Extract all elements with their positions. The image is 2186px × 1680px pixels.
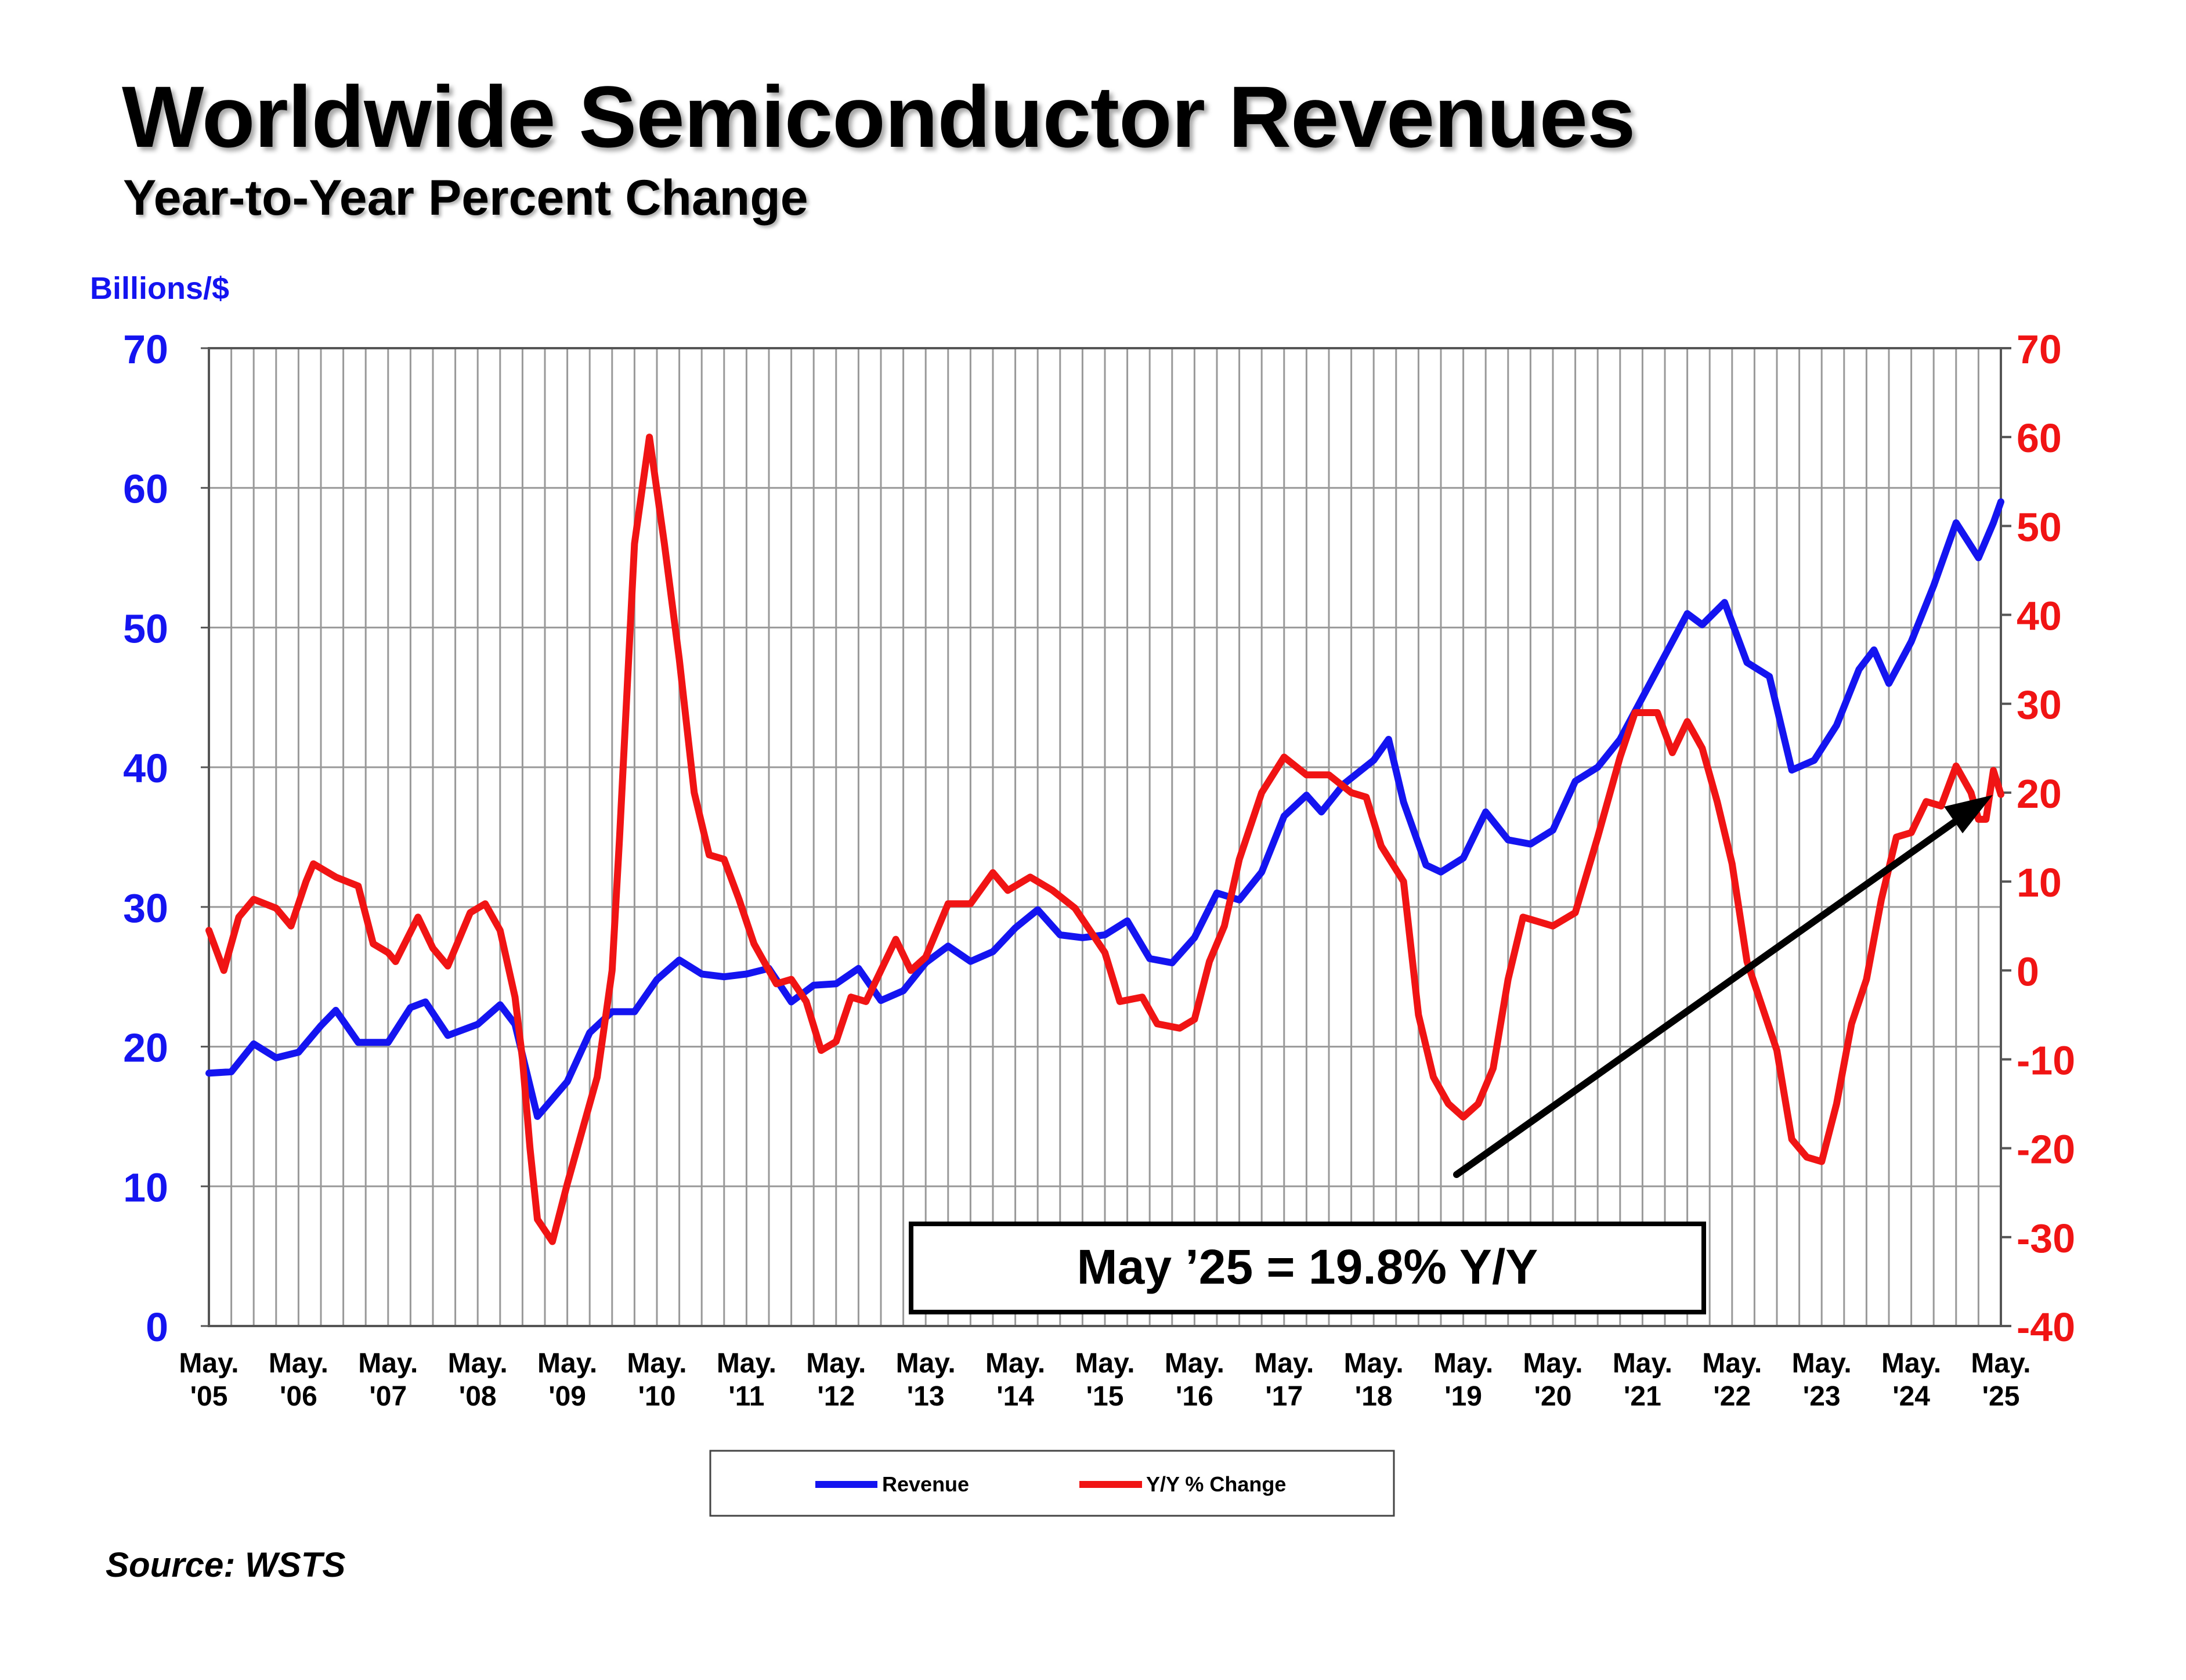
annotation-text: May ’25 = 19.8% Y/Y — [1077, 1240, 1538, 1294]
legend-label-revenue: Revenue — [882, 1472, 969, 1496]
right-tick-label: 30 — [2017, 682, 2062, 728]
x-tick-label-year: '18 — [1355, 1381, 1393, 1412]
legend-frame — [709, 1450, 1395, 1517]
x-tick-label: May. — [448, 1348, 508, 1379]
x-tick-label: May. — [1702, 1348, 1762, 1379]
series-line-revenue — [205, 498, 2004, 1120]
left-tick-label: 10 — [123, 1165, 168, 1210]
x-tick-label-year: '21 — [1624, 1381, 1661, 1412]
left-tick-label: 30 — [123, 886, 168, 931]
annotation-box: May ’25 = 19.8% Y/Y — [909, 1222, 1706, 1314]
x-tick-label-year: '06 — [280, 1381, 317, 1412]
x-tick-label-year: '17 — [1265, 1381, 1303, 1412]
x-tick-label-year: '23 — [1803, 1381, 1841, 1412]
x-tick-label: May. — [1165, 1348, 1224, 1379]
x-tick-label: May. — [806, 1348, 866, 1379]
x-tick-label: May. — [1433, 1348, 1493, 1379]
x-tick-label-year: '24 — [1892, 1381, 1930, 1412]
x-tick-label: May. — [1971, 1348, 2030, 1379]
x-tick-label-year: '11 — [728, 1381, 764, 1412]
page-title: Worldwide Semiconductor Revenues — [122, 68, 1635, 165]
x-tick-label: May. — [627, 1348, 686, 1379]
x-tick-label: May. — [1523, 1348, 1582, 1379]
right-tick-label: -30 — [2017, 1216, 2075, 1261]
x-tick-label: May. — [717, 1348, 776, 1379]
x-tick-label-year: '08 — [459, 1381, 497, 1412]
right-tick-label: 60 — [2017, 416, 2062, 461]
x-tick-label-year: '20 — [1534, 1381, 1572, 1412]
x-tick-label-year: '13 — [907, 1381, 945, 1412]
x-tick-label-year: '05 — [190, 1381, 228, 1412]
x-tick-label: May. — [1613, 1348, 1672, 1379]
left-tick-label: 50 — [123, 606, 168, 651]
plot-frame — [208, 347, 2002, 1327]
right-tick-label: 20 — [2017, 771, 2062, 816]
left-tick-label: 40 — [123, 746, 168, 791]
trend-arrow — [1453, 795, 1993, 1178]
x-tick-label-year: '16 — [1176, 1381, 1213, 1412]
right-tick-label: 0 — [2017, 949, 2039, 994]
x-tick-label-year: '19 — [1444, 1381, 1482, 1412]
x-tick-label: May. — [1075, 1348, 1134, 1379]
left-tick-label: 60 — [123, 467, 168, 512]
x-tick-label-year: '14 — [996, 1381, 1034, 1412]
left-tick-label: 20 — [123, 1025, 168, 1071]
x-tick-label-year: '09 — [548, 1381, 586, 1412]
page-subtitle: Year-to-Year Percent Change — [123, 170, 808, 226]
left-tick-label: 0 — [146, 1305, 168, 1350]
x-tick-label: May. — [537, 1348, 597, 1379]
right-tick-label: 40 — [2017, 594, 2062, 639]
x-tick-label: May. — [358, 1348, 418, 1379]
axis-layer: 0 10 20 30 40 50 60 70 -40 -30 -20 -10 0 10 20 30 40 50 60… — [123, 327, 2075, 1412]
x-tick-label: May. — [1881, 1348, 1941, 1379]
x-tick-label-year: '10 — [638, 1381, 676, 1412]
left-tick-label: 70 — [123, 327, 168, 372]
legend: Revenue Y/Y % Change — [709, 1450, 1395, 1517]
x-tick-label: May. — [1344, 1348, 1404, 1379]
right-tick-label: -10 — [2017, 1038, 2075, 1083]
left-axis-label: Billions/$ — [90, 271, 229, 306]
x-tick-label-year: '25 — [1982, 1381, 2020, 1412]
x-tick-label: May. — [985, 1348, 1045, 1379]
legend-label-yoy: Y/Y % Change — [1146, 1472, 1286, 1496]
x-tick-label: May. — [896, 1348, 956, 1379]
x-tick-label: May. — [1254, 1348, 1314, 1379]
trend-arrow-line — [1453, 814, 1965, 1178]
right-tick-label: -20 — [2017, 1127, 2075, 1172]
grid-layer — [209, 347, 2001, 1326]
right-tick-label: -40 — [2017, 1305, 2075, 1350]
source-note: Source: WSTS — [106, 1545, 346, 1584]
right-tick-label: 50 — [2017, 504, 2062, 550]
trend-arrow-head — [1944, 795, 1993, 833]
right-tick-label: 10 — [2017, 860, 2062, 905]
x-tick-label-year: '15 — [1086, 1381, 1124, 1412]
x-tick-label-year: '22 — [1713, 1381, 1751, 1412]
x-tick-label: May. — [269, 1348, 328, 1379]
x-tick-label: May. — [1792, 1348, 1852, 1379]
x-tick-label-year: '07 — [369, 1381, 407, 1412]
x-tick-label: May. — [179, 1348, 239, 1379]
annotation-frame — [909, 1222, 1706, 1314]
x-tick-label-year: '12 — [817, 1381, 855, 1412]
right-tick-label: 70 — [2017, 327, 2062, 372]
